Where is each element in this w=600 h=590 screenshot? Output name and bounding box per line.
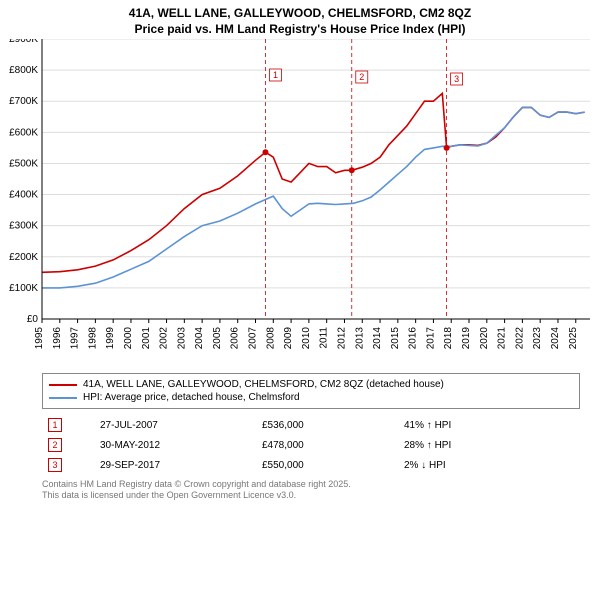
txn-index-box: 2 — [48, 438, 62, 452]
svg-text:2013: 2013 — [354, 327, 365, 350]
svg-text:1995: 1995 — [34, 327, 45, 350]
svg-text:2021: 2021 — [497, 327, 508, 350]
svg-text:2009: 2009 — [283, 327, 294, 350]
svg-text:3: 3 — [454, 74, 459, 84]
txn-date: 30-MAY-2012 — [94, 435, 256, 455]
legend-row-1: 41A, WELL LANE, GALLEYWOOD, CHELMSFORD, … — [49, 378, 573, 391]
svg-text:2012: 2012 — [336, 327, 347, 350]
svg-text:2: 2 — [359, 72, 364, 82]
transactions-table: 1 27-JUL-2007£536,00041% ↑ HPI 2 30-MAY-201… — [42, 415, 580, 475]
footer-note: Contains HM Land Registry data © Crown c… — [42, 479, 580, 501]
svg-text:2004: 2004 — [194, 327, 205, 350]
svg-text:£900K: £900K — [9, 39, 38, 45]
footer-line-2: This data is licensed under the Open Gov… — [42, 490, 580, 501]
txn-diff: 28% ↑ HPI — [398, 435, 580, 455]
svg-text:2007: 2007 — [248, 327, 259, 350]
table-row: 3 29-SEP-2017£550,0002% ↓ HPI — [42, 455, 580, 475]
svg-text:1998: 1998 — [87, 327, 98, 350]
svg-text:2015: 2015 — [390, 327, 401, 350]
svg-text:£0: £0 — [27, 314, 39, 325]
line-chart: £0 £100K £200K £300K £400K £500K £600K £700K £80… — [0, 39, 600, 369]
svg-text:2000: 2000 — [123, 327, 134, 350]
svg-text:2011: 2011 — [319, 327, 330, 349]
title-line-2: Price paid vs. HM Land Registry's House … — [0, 22, 600, 38]
chart-container: 41A, WELL LANE, GALLEYWOOD, CHELMSFORD, … — [0, 0, 600, 501]
svg-text:2017: 2017 — [425, 327, 436, 350]
legend-row-2: HPI: Average price, detached house, Chel… — [49, 391, 573, 404]
svg-text:1999: 1999 — [105, 327, 116, 350]
table-row: 1 27-JUL-2007£536,00041% ↑ HPI — [42, 415, 580, 435]
footer-line-1: Contains HM Land Registry data © Crown c… — [42, 479, 580, 490]
txn-price: £478,000 — [256, 435, 398, 455]
svg-text:2022: 2022 — [514, 327, 525, 350]
txn-diff: 2% ↓ HPI — [398, 455, 580, 475]
svg-text:£100K: £100K — [9, 283, 38, 294]
svg-text:£500K: £500K — [9, 159, 38, 170]
svg-text:£800K: £800K — [9, 65, 38, 76]
svg-text:2020: 2020 — [479, 327, 490, 350]
svg-text:2006: 2006 — [230, 327, 241, 350]
txn-price: £550,000 — [256, 455, 398, 475]
svg-text:2008: 2008 — [265, 327, 276, 350]
svg-text:2010: 2010 — [301, 327, 312, 350]
svg-text:1: 1 — [273, 70, 278, 80]
svg-text:1996: 1996 — [52, 327, 63, 350]
legend-swatch-2 — [49, 397, 77, 399]
chart-title: 41A, WELL LANE, GALLEYWOOD, CHELMSFORD, … — [0, 0, 600, 39]
svg-text:£300K: £300K — [9, 221, 38, 232]
svg-text:2016: 2016 — [408, 327, 419, 350]
svg-text:2014: 2014 — [372, 327, 383, 350]
txn-date: 29-SEP-2017 — [94, 455, 256, 475]
svg-text:£200K: £200K — [9, 252, 38, 263]
svg-text:£400K: £400K — [9, 190, 38, 201]
title-line-1: 41A, WELL LANE, GALLEYWOOD, CHELMSFORD, … — [0, 6, 600, 22]
legend-label-1: 41A, WELL LANE, GALLEYWOOD, CHELMSFORD, … — [83, 379, 444, 390]
svg-text:£700K: £700K — [9, 96, 38, 107]
svg-text:£600K: £600K — [9, 128, 38, 139]
txn-diff: 41% ↑ HPI — [398, 415, 580, 435]
svg-text:2005: 2005 — [212, 327, 223, 350]
svg-text:2002: 2002 — [159, 327, 170, 350]
svg-text:2023: 2023 — [532, 327, 543, 350]
svg-text:2003: 2003 — [176, 327, 187, 350]
legend: 41A, WELL LANE, GALLEYWOOD, CHELMSFORD, … — [42, 373, 580, 409]
txn-price: £536,000 — [256, 415, 398, 435]
svg-text:1997: 1997 — [70, 327, 81, 350]
txn-index-box: 3 — [48, 458, 62, 472]
svg-text:2019: 2019 — [461, 327, 472, 350]
table-row: 2 30-MAY-2012£478,00028% ↑ HPI — [42, 435, 580, 455]
svg-text:2025: 2025 — [568, 327, 579, 350]
txn-date: 27-JUL-2007 — [94, 415, 256, 435]
legend-swatch-1 — [49, 384, 77, 386]
legend-label-2: HPI: Average price, detached house, Chel… — [83, 392, 300, 403]
svg-text:2024: 2024 — [550, 327, 561, 350]
svg-text:2018: 2018 — [443, 327, 454, 350]
svg-text:2001: 2001 — [141, 327, 152, 350]
txn-index-box: 1 — [48, 418, 62, 432]
